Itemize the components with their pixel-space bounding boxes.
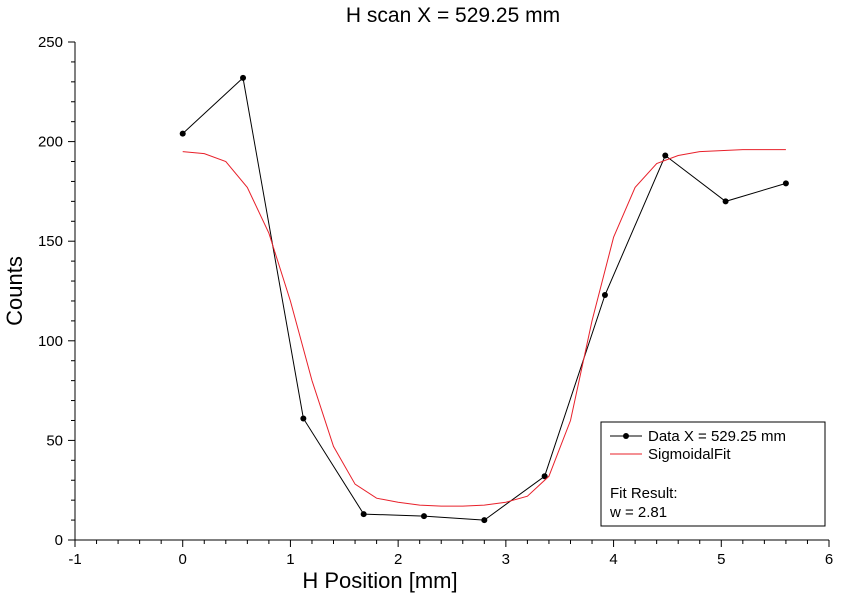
y-axis-label: Counts <box>2 256 27 326</box>
data-point <box>541 473 548 480</box>
data-point <box>662 152 669 159</box>
fit-result-heading: Fit Result: <box>610 485 678 502</box>
x-tick-label: 3 <box>502 551 510 568</box>
plot-area <box>179 74 789 524</box>
legend-box <box>600 421 826 527</box>
data-point <box>782 180 789 187</box>
data-point <box>420 513 427 520</box>
data-point <box>179 130 186 137</box>
legend-marker-data <box>623 433 629 439</box>
y-tick-label: 150 <box>38 233 63 250</box>
y-tick-label: 0 <box>55 532 63 549</box>
x-tick-label: -1 <box>68 551 81 568</box>
y-tick-label: 200 <box>38 134 63 151</box>
legend-label-data: Data X = 529.25 mm <box>648 428 786 445</box>
data-point <box>240 74 247 81</box>
y-tick-label: 100 <box>38 333 63 350</box>
data-point <box>300 415 307 422</box>
data-point <box>722 198 729 205</box>
x-tick-label: 2 <box>394 551 402 568</box>
data-point <box>601 291 608 298</box>
x-tick-label: 4 <box>609 551 617 568</box>
x-tick-label: 5 <box>717 551 725 568</box>
data-point <box>481 517 488 524</box>
x-axis-label: H Position [mm] <box>302 568 457 593</box>
series-line-1 <box>182 149 786 507</box>
axis-ticks: -1 0 1 2 3 4 5 6 0 50 100 150 200 250 <box>38 34 833 568</box>
fit-result-value: w = 2.81 <box>609 504 667 521</box>
x-tick-label: 0 <box>179 551 187 568</box>
legend-label-fit: SigmoidalFit <box>648 446 731 463</box>
chart-title: H scan X = 529.25 mm <box>346 4 560 27</box>
x-tick-label: 6 <box>825 551 833 568</box>
y-tick-label: 250 <box>38 34 63 51</box>
x-tick-label: 1 <box>286 551 294 568</box>
data-point <box>360 511 367 518</box>
y-tick-label: 50 <box>46 432 63 449</box>
legend: Data X = 529.25 mm SigmoidalFit Fit Resu… <box>600 421 826 527</box>
